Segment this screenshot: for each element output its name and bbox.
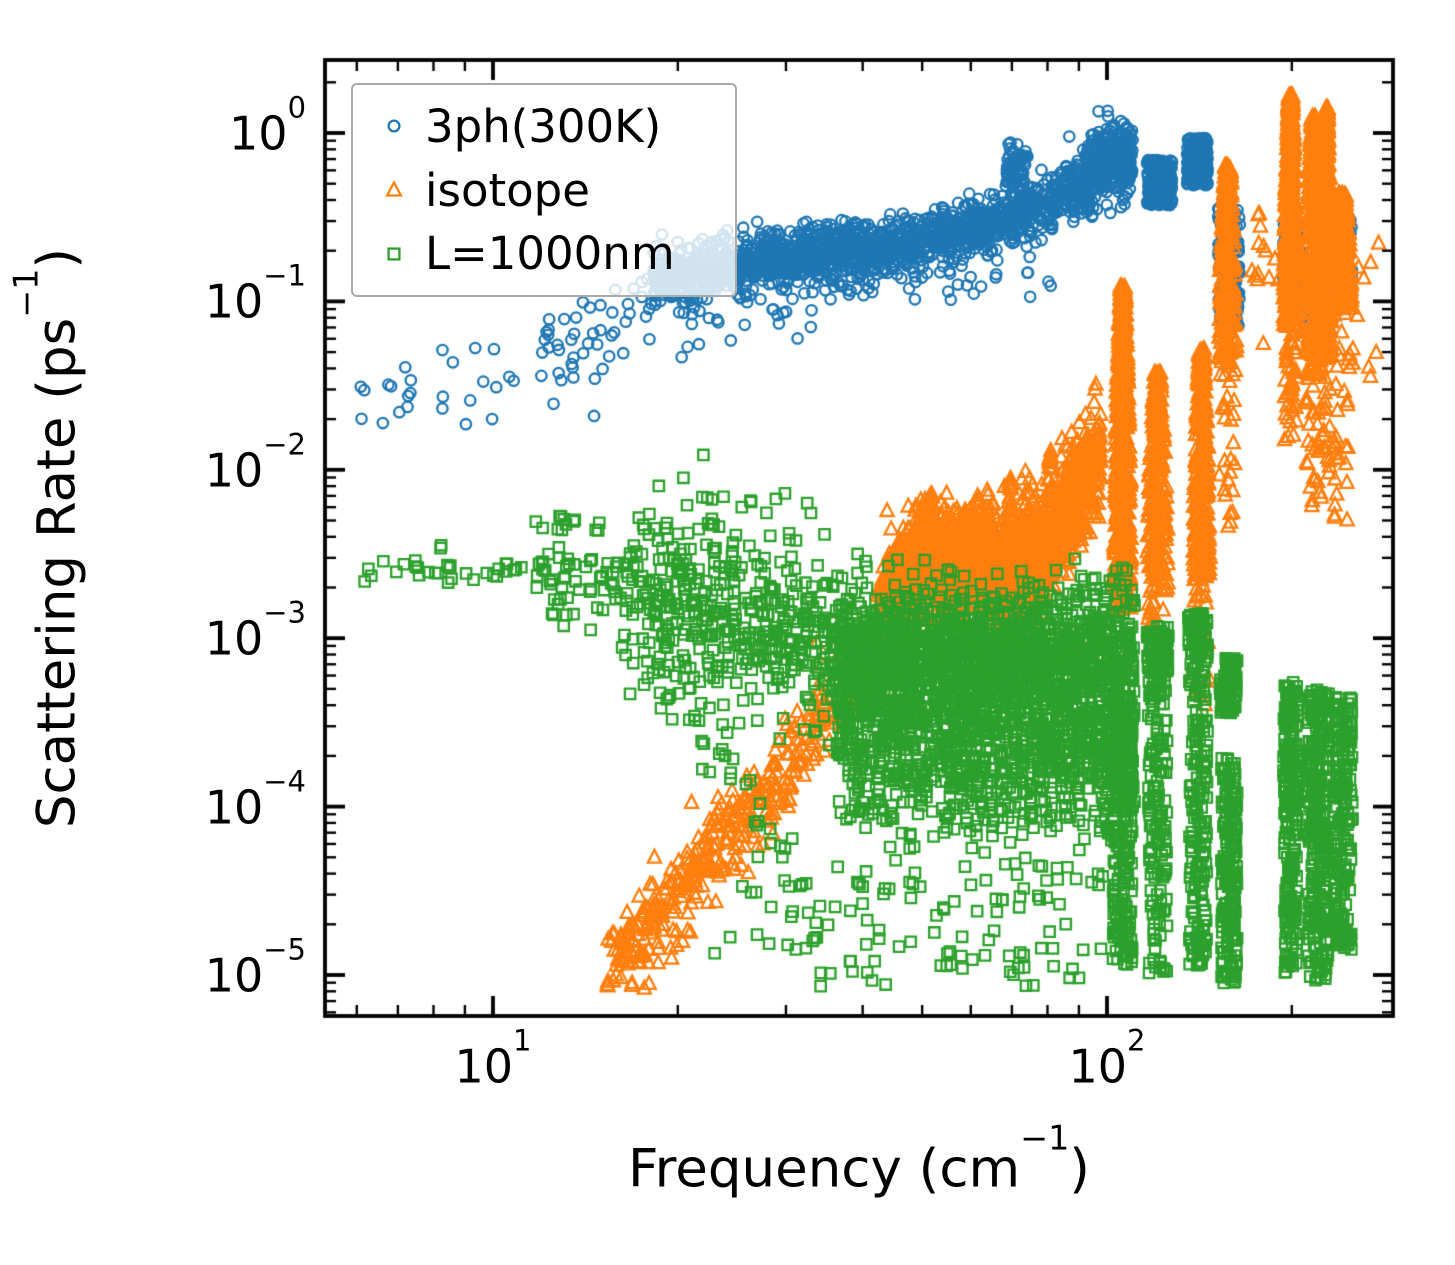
legend-label: 3ph(300K) [425, 99, 662, 153]
legend-item-3ph: 3ph(300K) [379, 104, 735, 149]
legend-label: isotope [425, 163, 590, 217]
legend-label: L=1000nm [425, 227, 675, 281]
triangle-marker-icon [385, 180, 403, 197]
square-marker-icon [387, 247, 401, 261]
legend-item-l1000nm: L=1000nm [379, 231, 735, 276]
y-axis-label: Scattering Rate (ps−1) [6, 247, 88, 829]
circle-marker-icon [387, 119, 401, 133]
legend-item-isotope: isotope [379, 168, 735, 213]
legend: 3ph(300K) isotope L=1000nm [351, 83, 737, 297]
x-axis-label: Frequency (cm−1) [628, 1118, 1090, 1200]
